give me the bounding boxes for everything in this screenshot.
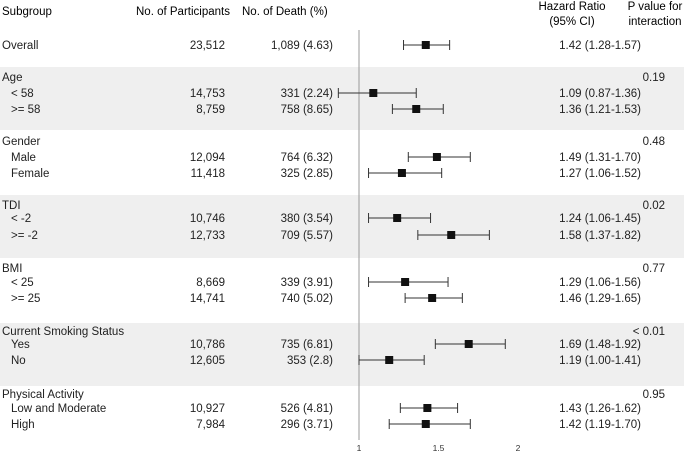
hr-marker	[421, 41, 430, 49]
hazard-ratio-text: 1.24 (1.06-1.45)	[559, 213, 641, 225]
group-title: Current Smoking Status	[2, 326, 124, 338]
p-value: 0.77	[643, 263, 665, 275]
group-title: Gender	[2, 136, 41, 148]
deaths-value: 526 (4.81)	[281, 403, 334, 415]
row-label: Low and Moderate	[11, 403, 106, 415]
p-value: 0.48	[643, 136, 665, 148]
hr-marker	[421, 420, 430, 428]
group-title: TDI	[2, 200, 21, 212]
row-label: < -2	[11, 213, 31, 225]
participants-value: 12,605	[190, 355, 225, 367]
participants-value: 8,759	[196, 104, 225, 116]
row-label: High	[11, 419, 35, 431]
hazard-ratio-text: 1.36 (1.21-1.53)	[559, 104, 641, 116]
deaths-value: 1,089 (4.63)	[271, 40, 333, 52]
row-label: >= 58	[11, 104, 40, 116]
participants-value: 14,741	[190, 293, 225, 305]
row-label: >= 25	[11, 293, 40, 305]
group-title: Physical Activity	[2, 389, 84, 401]
header-subgroup: Subgroup	[2, 6, 52, 18]
hr-marker	[393, 214, 402, 222]
hazard-ratio-text: 1.58 (1.37-1.82)	[559, 230, 641, 242]
x-axis: 1 1.5 2	[357, 30, 521, 453]
row-label: Yes	[11, 339, 30, 351]
hazard-ratio-text: 1.27 (1.06-1.52)	[559, 168, 641, 180]
hr-marker	[401, 278, 410, 286]
hr-marker	[385, 356, 394, 364]
deaths-value: 380 (3.54)	[281, 213, 334, 225]
hr-marker	[412, 105, 421, 113]
group-title: BMI	[2, 263, 22, 275]
table-rows: Overall 23,512 1,089 (4.63) 1.42 (1.28-1.57…	[2, 40, 665, 431]
participants-value: 10,927	[190, 403, 225, 415]
deaths-value: 296 (3.71)	[281, 419, 334, 431]
hr-marker	[464, 340, 473, 348]
deaths-value: 331 (2.24)	[281, 88, 334, 100]
participants-value: 12,733	[190, 230, 225, 242]
p-value: 0.95	[643, 389, 665, 401]
participants-value: 23,512	[190, 40, 225, 52]
hr-marker	[369, 89, 378, 97]
header-participants: No. of Participants	[136, 6, 230, 18]
x-tick-label: 1.5	[433, 443, 445, 453]
participants-value: 8,669	[196, 277, 225, 289]
hazard-ratio-text: 1.42 (1.19-1.70)	[559, 419, 641, 431]
x-tick-label: 2	[516, 443, 521, 453]
hazard-ratio-text: 1.19 (1.00-1.41)	[559, 355, 641, 367]
row-label: Male	[11, 152, 36, 164]
header-deaths: No. of Death (%)	[242, 6, 328, 18]
shade-band	[0, 195, 684, 258]
header-interaction: interaction	[628, 16, 681, 28]
hr-marker	[432, 153, 441, 161]
participants-value: 10,786	[190, 339, 225, 351]
participants-value: 11,418	[191, 168, 225, 180]
participants-value: 10,746	[190, 213, 225, 225]
deaths-value: 709 (5.57)	[281, 230, 334, 242]
hazard-ratio-text: 1.46 (1.29-1.65)	[559, 293, 641, 305]
hr-marker	[428, 294, 437, 302]
header-hazard-ratio: Hazard Ratio	[538, 1, 605, 13]
row-label: < 58	[11, 88, 34, 100]
hazard-ratio-text: 1.49 (1.31-1.70)	[559, 152, 641, 164]
p-value: 0.19	[643, 72, 665, 84]
hazard-ratio-text: 1.42 (1.28-1.57)	[559, 40, 641, 52]
participants-value: 12,094	[190, 152, 226, 164]
row-label: >= -2	[11, 230, 38, 242]
plot-marks	[337, 40, 506, 429]
p-value: < 0.01	[633, 326, 665, 338]
deaths-value: 764 (6.32)	[281, 152, 334, 164]
row-shading	[0, 67, 684, 386]
deaths-value: 325 (2.85)	[281, 168, 334, 180]
hr-marker	[447, 231, 456, 239]
hazard-ratio-text: 1.09 (0.87-1.36)	[559, 88, 641, 100]
hazard-ratio-text: 1.69 (1.48-1.92)	[559, 339, 641, 351]
participants-value: 7,984	[196, 419, 225, 431]
row-label: Overall	[2, 40, 38, 52]
hr-marker	[397, 169, 406, 177]
header-ci: (95% CI)	[549, 16, 595, 28]
column-headers: Subgroup No. of Participants No. of Deat…	[2, 1, 683, 28]
row-label: Female	[11, 168, 49, 180]
shade-band	[0, 67, 684, 130]
x-tick-label: 1	[357, 443, 362, 453]
deaths-value: 353 (2.8)	[287, 355, 333, 367]
hazard-ratio-text: 1.29 (1.06-1.56)	[559, 277, 641, 289]
row-label: No	[11, 355, 26, 367]
p-value: 0.02	[643, 200, 665, 212]
deaths-value: 758 (8.65)	[281, 104, 334, 116]
participants-value: 14,753	[190, 88, 225, 100]
deaths-value: 740 (5.02)	[281, 293, 334, 305]
hazard-ratio-text: 1.43 (1.26-1.62)	[559, 403, 641, 415]
hr-marker	[423, 404, 432, 412]
header-p-value: P value for	[628, 1, 683, 13]
deaths-value: 339 (3.91)	[281, 277, 334, 289]
group-title: Age	[2, 72, 22, 84]
row-label: < 25	[11, 277, 34, 289]
deaths-value: 735 (6.81)	[281, 339, 334, 351]
shade-band	[0, 323, 684, 386]
